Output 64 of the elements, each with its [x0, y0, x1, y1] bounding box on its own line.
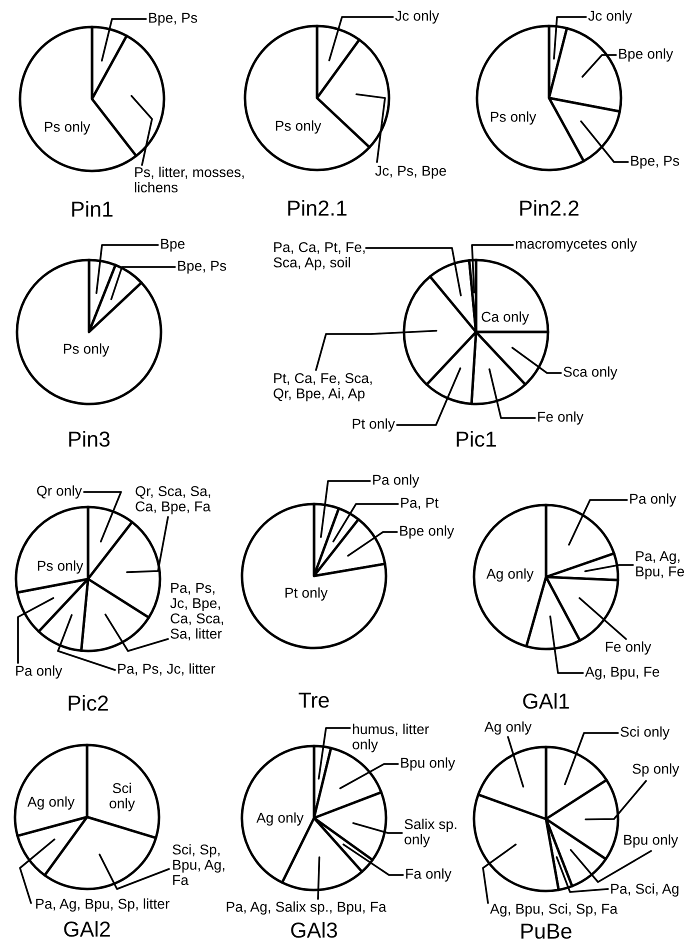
slice-label: Ps only	[64, 343, 110, 357]
text: Pic1	[456, 430, 496, 447]
text: GAl1	[523, 692, 569, 709]
slice-label: Ag only	[27, 796, 75, 810]
slice-label: Ag, Bpu, Fe	[585, 666, 660, 680]
slice-label: Sci only	[110, 782, 135, 812]
slice-label: Ps only	[276, 120, 322, 134]
slice-label: Pa, Ps, Jc, Bpe, Ca, Sca, Sa, litter	[170, 583, 224, 640]
slice-label: macromycetes only	[516, 238, 637, 252]
slice-label: Bpe only	[400, 525, 454, 539]
slice-label: Pa, Sci, Ag	[611, 883, 678, 897]
slice-label: Ps only	[490, 111, 536, 125]
slice-label: Fe only	[606, 641, 652, 655]
slice-label: Ag, Bpu, Sci, Sp, Fa	[490, 903, 618, 917]
pie-slice	[16, 258, 162, 406]
slice-label: Jc only	[395, 10, 440, 24]
slice-label: Salix sp. only	[404, 818, 456, 848]
slice-label: Sci only	[620, 726, 670, 740]
slice-label: Ps only	[44, 121, 90, 135]
slice-label: Fa only	[406, 868, 452, 882]
slice-label: Sca only	[564, 366, 618, 380]
text: Pin3	[69, 430, 110, 447]
slice-label: Jc only	[588, 10, 632, 24]
slice-label: Bpe, Ps	[178, 260, 226, 274]
slice-label: Sp only	[632, 763, 680, 777]
slice-label: Pt only	[286, 587, 328, 601]
slice-label: Ps only	[38, 560, 84, 574]
slice-label: Sci, Sp, Bpu, Ag, Fa	[172, 844, 224, 886]
slice-label: Ps, litter, mosses, lichens	[134, 166, 244, 192]
slice-label: humus, litter only	[352, 724, 429, 752]
slice-label: Qr only	[37, 485, 82, 499]
slice-label: Qr, Sca, Sa, Ca, Bpe, Fa	[136, 486, 211, 514]
slice-label: Pa, Ag, Bpu, Sp, litter	[36, 898, 170, 912]
slice-label: Jc, Ps, Bpe	[375, 166, 446, 179]
text: Pin2.1	[288, 200, 346, 216]
text: Pin2.2	[520, 200, 578, 216]
slice-label: Ag only	[484, 721, 532, 735]
slice-label: Pa, Ca, Pt, Fe, Sca, Ap, soil	[274, 242, 365, 270]
slice-label: Pa, Ps, Jc, litter	[118, 663, 216, 676]
slice-label: Pa only	[16, 665, 62, 679]
slice-label: Bpu only	[401, 757, 456, 771]
slice-label: Pt, Ca, Fe, Sca, Qr, Bpe, Ai, Ap	[274, 373, 372, 402]
slice-label: Pa, Pt	[401, 498, 438, 510]
slice-label: Bpe only	[619, 48, 674, 62]
text: Pin1	[72, 200, 112, 217]
slice-label: Pa only	[373, 474, 420, 488]
slice-label: Ag only	[256, 812, 304, 826]
slice-label: Pa only	[630, 493, 676, 507]
text: PuBe	[521, 924, 572, 939]
text: Pic2	[68, 694, 108, 711]
slice-label: Ag only	[486, 568, 534, 582]
slice-label: Pa, Ag, Bpu, Fe	[636, 551, 684, 580]
slice-label: Bpe, Ps	[149, 12, 198, 26]
text: Tre	[298, 692, 329, 708]
slice-label: Pa, Ag, Salix sp., Bpu, Fa	[226, 901, 386, 915]
slice-label: Fe only	[538, 411, 584, 425]
slice-label: Bpe, Ps	[631, 156, 680, 169]
slice-label: Pt only	[352, 418, 395, 432]
slice-label: Bpu only	[624, 834, 678, 848]
text: GAl2	[64, 920, 110, 937]
pie-slice	[240, 502, 388, 650]
slice-label: Bpe	[161, 238, 185, 252]
slice-label: Ca only	[482, 311, 529, 325]
text: GAl3	[291, 922, 337, 938]
